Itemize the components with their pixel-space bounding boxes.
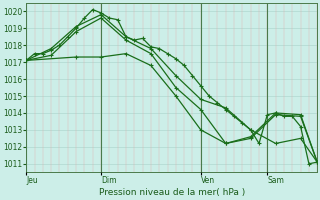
X-axis label: Pression niveau de la mer( hPa ): Pression niveau de la mer( hPa ) <box>99 188 245 197</box>
